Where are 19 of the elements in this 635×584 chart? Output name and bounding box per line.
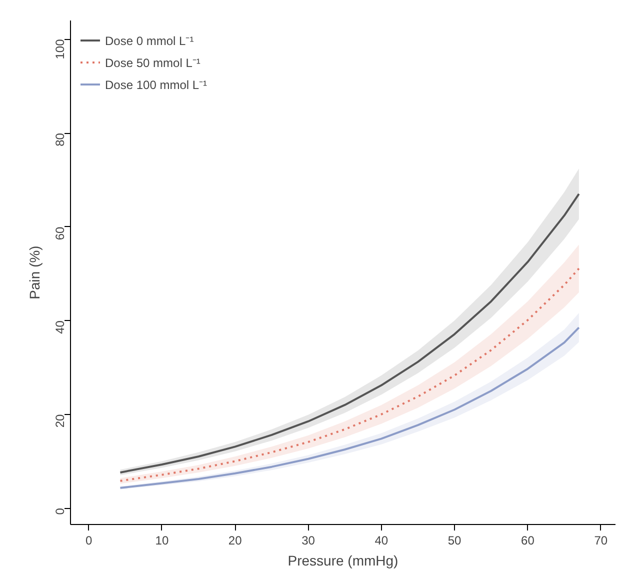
x-tick-label: 50 bbox=[448, 534, 462, 548]
y-tick-label: 60 bbox=[53, 226, 67, 240]
x-tick-label: 0 bbox=[85, 534, 92, 548]
x-tick-label: 40 bbox=[374, 534, 388, 548]
y-tick-label: 100 bbox=[53, 38, 67, 60]
y-tick-label: 20 bbox=[53, 414, 67, 428]
y-tick-label: 40 bbox=[53, 320, 67, 334]
x-tick-label: 20 bbox=[228, 534, 242, 548]
y-axis-title: Pain (%) bbox=[26, 246, 42, 300]
x-tick-label: 10 bbox=[155, 534, 169, 548]
x-tick-label: 30 bbox=[302, 534, 316, 548]
x-tick-label: 70 bbox=[594, 534, 608, 548]
y-tick-label: 80 bbox=[53, 132, 67, 146]
legend-label: Dose 0 mmol L⁻¹ bbox=[105, 32, 194, 48]
y-tick-label: 0 bbox=[53, 508, 67, 515]
x-axis-title: Pressure (mmHg) bbox=[288, 552, 398, 568]
legend-label: Dose 50 mmol L⁻¹ bbox=[105, 54, 200, 70]
legend-label: Dose 100 mmol L⁻¹ bbox=[105, 76, 208, 92]
x-tick-label: 60 bbox=[521, 534, 535, 548]
